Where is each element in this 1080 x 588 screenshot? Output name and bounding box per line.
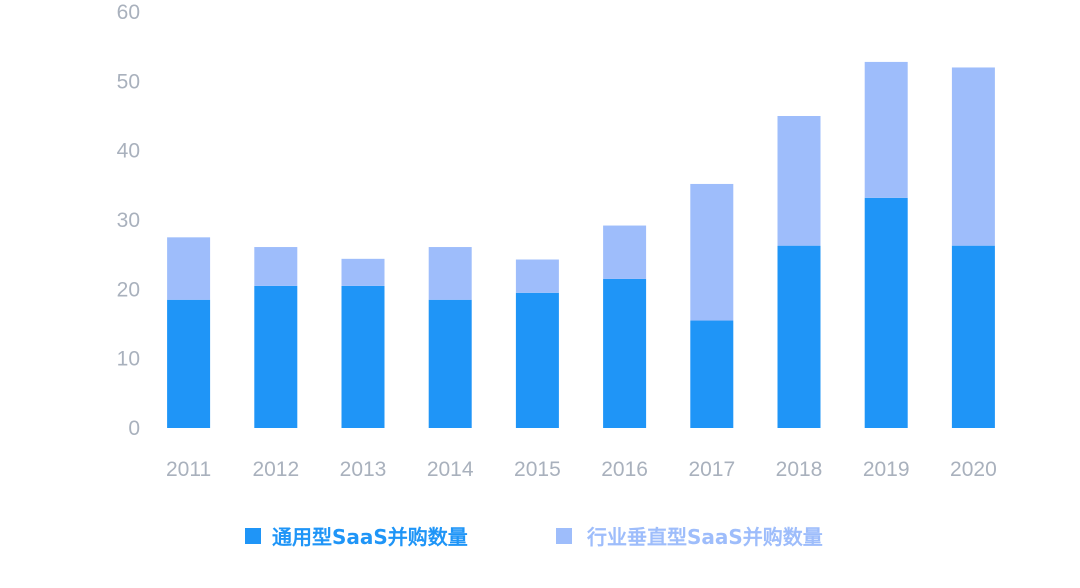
- x-tick-label: 2017: [688, 458, 735, 481]
- x-tick-label: 2018: [776, 458, 823, 481]
- y-tick-label: 60: [117, 1, 140, 24]
- x-axis: 2011 2012 2013 2014 2015 2016 2017 2018 2019 2020: [166, 458, 997, 481]
- bars: [167, 61, 995, 428]
- legend-label-vertical: 行业垂直型SaaS并购数量: [586, 525, 823, 549]
- bar-vertical: [254, 247, 298, 286]
- bar-vertical: [690, 183, 734, 321]
- x-tick-label: 2012: [252, 458, 299, 481]
- x-tick-label: 2011: [166, 458, 211, 481]
- x-tick-label: 2020: [950, 458, 997, 481]
- bar-general: [951, 245, 995, 428]
- bar-vertical: [428, 247, 472, 300]
- bar-general: [341, 285, 385, 428]
- bar-general: [864, 197, 908, 428]
- legend: 通用型SaaS并购数量 行业垂直型SaaS并购数量: [245, 525, 823, 549]
- bar-vertical: [515, 259, 559, 293]
- x-tick-label: 2016: [601, 458, 648, 481]
- y-tick-label: 50: [117, 70, 140, 93]
- x-tick-label: 2015: [514, 458, 561, 481]
- y-axis: 0 10 20 30 40 50 60: [117, 1, 140, 440]
- bar-general: [690, 320, 734, 428]
- bar-general: [167, 299, 211, 428]
- legend-label-general: 通用型SaaS并购数量: [272, 525, 468, 549]
- y-tick-label: 10: [117, 348, 140, 371]
- bar-general: [515, 292, 559, 428]
- y-tick-label: 20: [117, 278, 140, 301]
- legend-swatch-general: [245, 528, 261, 544]
- bar-vertical: [777, 116, 821, 246]
- y-tick-label: 30: [117, 209, 140, 232]
- x-tick-label: 2014: [427, 458, 474, 481]
- bar-vertical: [864, 61, 908, 198]
- bar-vertical: [341, 258, 385, 286]
- x-tick-label: 2013: [340, 458, 387, 481]
- bar-vertical: [603, 225, 647, 279]
- legend-swatch-vertical: [556, 528, 572, 544]
- bar-general: [603, 278, 647, 428]
- y-tick-label: 40: [117, 140, 140, 163]
- bar-general: [428, 299, 472, 428]
- y-tick-label: 0: [128, 417, 140, 440]
- bar-general: [254, 285, 298, 428]
- bar-general: [777, 245, 821, 428]
- x-tick-label: 2019: [863, 458, 910, 481]
- bar-vertical: [951, 67, 995, 246]
- bar-vertical: [167, 237, 211, 300]
